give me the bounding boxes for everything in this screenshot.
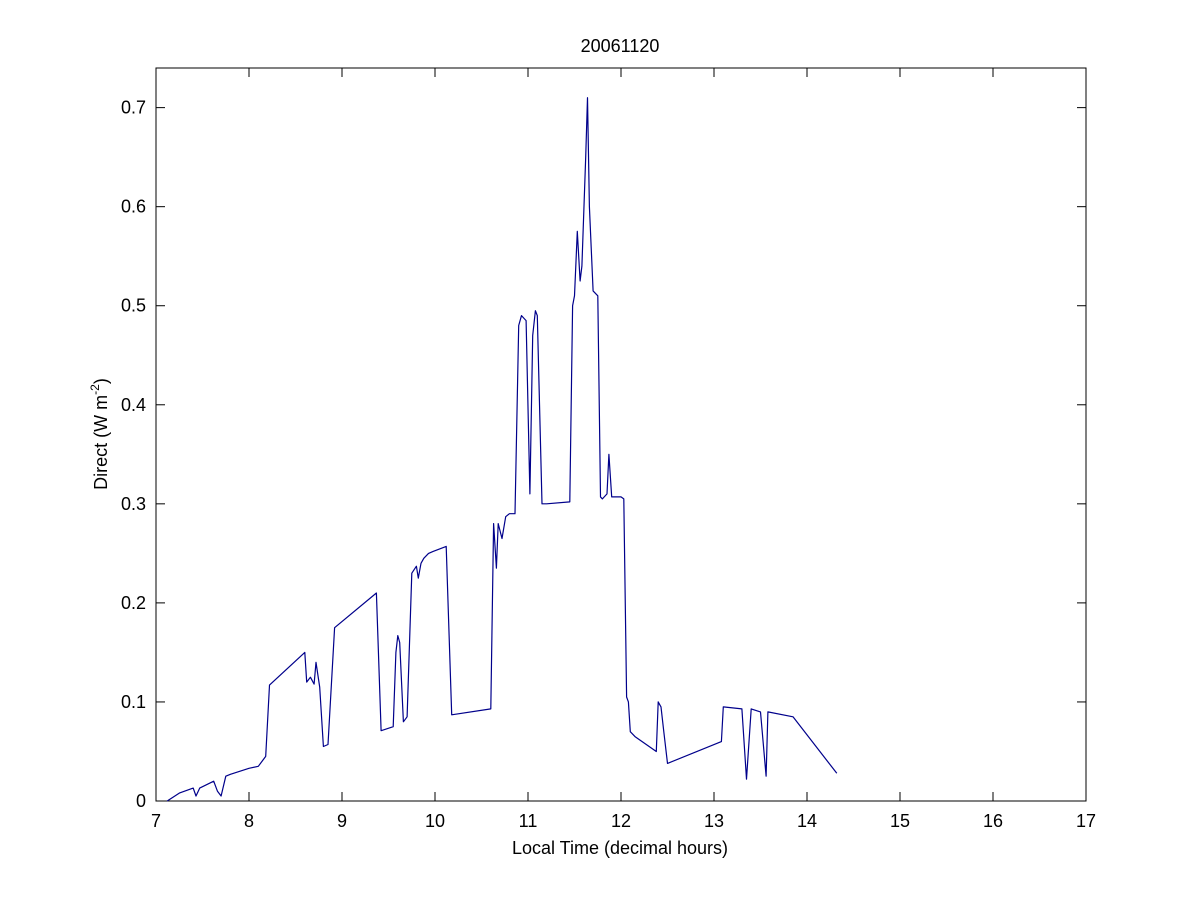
y-tick-label: 0.6 bbox=[121, 197, 146, 217]
x-tick-label: 17 bbox=[1076, 811, 1096, 831]
y-axis-label: Direct (W m-2) bbox=[88, 378, 111, 490]
y-tick-label: 0.1 bbox=[121, 692, 146, 712]
x-tick-label: 10 bbox=[425, 811, 445, 831]
x-tick-label: 13 bbox=[704, 811, 724, 831]
x-tick-label: 16 bbox=[983, 811, 1003, 831]
y-axis-label-suffix: ) bbox=[91, 378, 111, 384]
x-axis-ticks: 7 8 9 10 11 12 13 14 15 16 17 bbox=[151, 68, 1096, 831]
y-tick-label: 0.4 bbox=[121, 395, 146, 415]
y-axis-label-prefix: Direct (W m bbox=[91, 395, 111, 490]
x-axis-label: Local Time (decimal hours) bbox=[512, 838, 728, 858]
y-tick-label: 0 bbox=[136, 791, 146, 811]
x-tick-label: 12 bbox=[611, 811, 631, 831]
y-axis-label-superscript: -2 bbox=[88, 384, 102, 395]
y-tick-label: 0.3 bbox=[121, 494, 146, 514]
y-axis-ticks: 0 0.1 0.2 0.3 0.4 0.5 0.6 0.7 bbox=[121, 98, 1086, 811]
series-line bbox=[166, 97, 838, 802]
plot-area bbox=[155, 67, 1087, 802]
x-tick-label: 8 bbox=[244, 811, 254, 831]
chart-title: 20061120 bbox=[581, 36, 660, 56]
x-tick-label: 9 bbox=[337, 811, 347, 831]
y-tick-label: 0.2 bbox=[121, 593, 146, 613]
y-tick-label: 0.7 bbox=[121, 98, 146, 118]
x-tick-label: 15 bbox=[890, 811, 910, 831]
x-tick-label: 7 bbox=[151, 811, 161, 831]
x-tick-label: 14 bbox=[797, 811, 817, 831]
y-tick-label: 0.5 bbox=[121, 296, 146, 316]
x-tick-label: 11 bbox=[519, 811, 538, 831]
